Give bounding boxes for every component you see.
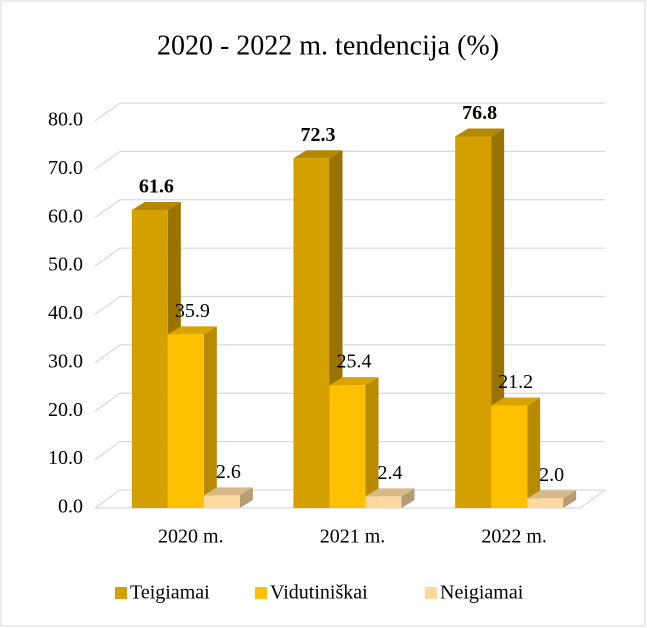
bar-top: [203, 487, 253, 496]
legend-label: Teigiamai: [130, 582, 210, 604]
bar-top: [455, 128, 505, 137]
grid-line-side: [94, 392, 121, 412]
y-tick-label: 80.0: [48, 109, 83, 131]
y-tick-label: 40.0: [48, 302, 83, 324]
data-label: 76.8: [462, 102, 497, 124]
bar-side: [563, 490, 577, 508]
bar: [491, 405, 528, 508]
floor-right: [579, 489, 606, 509]
x-tick-label: 2021 m.: [320, 526, 386, 548]
grid-line-side: [94, 295, 121, 316]
y-tick-label: 50.0: [48, 254, 83, 276]
bar: [329, 385, 366, 508]
bar-top: [491, 397, 541, 406]
y-tick-label: 20.0: [48, 399, 83, 421]
data-label: 72.3: [301, 124, 336, 146]
bar-side: [203, 326, 217, 508]
chart-title: 2020 - 2022 m. tendencija (%): [157, 30, 499, 61]
bar: [293, 158, 330, 508]
data-label: 61.6: [139, 176, 174, 198]
x-tick-label: 2020 m.: [158, 526, 224, 548]
bar: [203, 495, 240, 508]
grid-line-side: [94, 441, 121, 461]
bar: [455, 136, 492, 509]
y-tick-label: 60.0: [48, 205, 83, 227]
bar: [527, 498, 564, 508]
legend-swatch: [425, 587, 437, 599]
grid-line-side: [94, 344, 121, 364]
bar-top: [365, 488, 415, 497]
data-label: 25.4: [337, 351, 372, 373]
grid-line-side: [94, 489, 121, 509]
bar-side: [401, 488, 415, 508]
grid-line-side: [94, 102, 121, 122]
grid-line-side: [94, 150, 121, 170]
bar-side: [365, 377, 379, 508]
bar-top: [527, 490, 577, 499]
y-tick-label: 10.0: [48, 447, 83, 469]
bar: [167, 334, 204, 508]
bar-top: [167, 326, 217, 335]
data-label: 2.0: [539, 464, 564, 486]
bar-top: [131, 202, 181, 211]
bar-top: [329, 377, 379, 386]
bar: [365, 496, 402, 508]
bar-side: [527, 397, 541, 508]
y-tick-label: 0.0: [58, 496, 83, 518]
bar-top: [293, 150, 343, 159]
data-label: 21.2: [498, 371, 533, 393]
legend-label: Neigiamai: [440, 582, 524, 604]
legend-swatch: [255, 587, 267, 599]
bar-side: [239, 487, 253, 508]
legend-label: Vidutiniškai: [270, 582, 368, 604]
y-tick-label: 70.0: [48, 157, 83, 179]
data-label: 2.6: [216, 461, 241, 483]
bar: [131, 210, 168, 508]
x-tick-label: 2022 m.: [481, 526, 547, 548]
data-label: 35.9: [175, 300, 210, 322]
y-tick-label: 30.0: [48, 350, 83, 372]
legend-swatch: [115, 587, 127, 599]
data-label: 2.4: [378, 462, 403, 484]
grid-line-side: [94, 247, 121, 267]
grid-line-side: [94, 199, 121, 219]
